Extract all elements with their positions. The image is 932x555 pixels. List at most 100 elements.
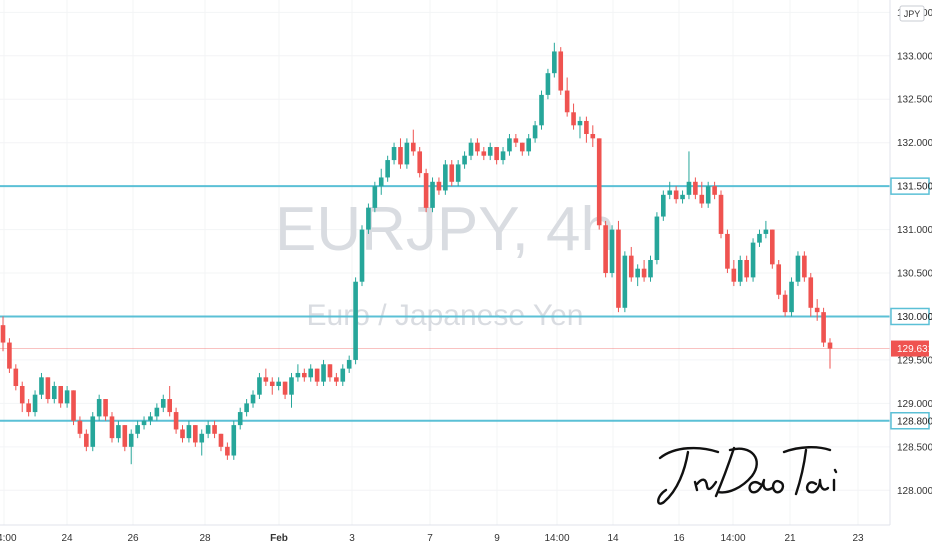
candle xyxy=(564,77,570,117)
candle xyxy=(398,138,403,169)
candle xyxy=(13,364,19,391)
candle-body xyxy=(122,425,128,447)
x-tick-label: 7 xyxy=(427,533,433,544)
candle xyxy=(58,386,64,408)
candle xyxy=(648,255,653,282)
candle-body xyxy=(327,364,333,378)
candle xyxy=(827,338,833,369)
candle-body xyxy=(250,394,256,404)
candle xyxy=(571,103,576,130)
candle xyxy=(757,229,762,247)
candle-body xyxy=(51,386,57,400)
candle-body xyxy=(564,90,570,113)
candle xyxy=(526,134,531,156)
candle xyxy=(481,147,487,161)
candle xyxy=(404,138,410,169)
candle-body xyxy=(686,181,692,195)
candle-body xyxy=(750,242,756,278)
candle-body xyxy=(372,186,378,208)
watermark-title: EURJPY, 4h xyxy=(275,195,615,264)
candle-body xyxy=(641,268,647,278)
candle-body xyxy=(609,229,615,274)
candle-body xyxy=(821,312,826,343)
candle-body xyxy=(673,190,679,200)
candle xyxy=(148,412,153,426)
candle-body xyxy=(39,377,44,395)
candle-body xyxy=(353,281,358,360)
candle xyxy=(71,390,76,426)
candle-body xyxy=(398,147,403,165)
candle xyxy=(725,229,730,274)
candle-body xyxy=(391,147,397,161)
candle-body xyxy=(468,142,474,156)
candle xyxy=(346,355,352,373)
x-tick-label: 16 xyxy=(673,533,685,544)
candle xyxy=(821,307,826,347)
candle-body xyxy=(436,181,442,191)
candle-body xyxy=(712,186,717,195)
candle-body xyxy=(808,277,814,308)
candle xyxy=(32,390,38,417)
candle xyxy=(686,151,692,200)
candle-body xyxy=(545,73,551,95)
candle-body xyxy=(481,151,487,156)
candle-body xyxy=(295,372,301,378)
candle-body xyxy=(571,112,576,126)
price-labels: 131.500 130.000 128.800 129.631 xyxy=(890,177,932,430)
candle-body xyxy=(725,233,730,269)
candle-body xyxy=(225,446,230,456)
candle-body xyxy=(302,372,307,378)
x-tick-label: 14:00 xyxy=(544,533,569,544)
candle xyxy=(173,407,179,434)
candle-body xyxy=(244,403,249,413)
candle-body xyxy=(289,377,294,395)
candle xyxy=(0,316,6,352)
candle xyxy=(654,212,660,265)
candle xyxy=(500,147,506,165)
candle xyxy=(128,429,134,465)
candle-body xyxy=(635,268,640,278)
candle xyxy=(545,68,551,100)
candle-body xyxy=(603,225,608,274)
candle-body xyxy=(596,138,602,226)
candle xyxy=(802,251,807,282)
gridlines xyxy=(0,0,890,525)
candle xyxy=(539,90,544,130)
candle xyxy=(436,177,442,195)
candle xyxy=(622,251,628,313)
current-price-tag xyxy=(891,340,929,357)
currency-badge[interactable]: JPY xyxy=(899,5,925,22)
candle-body xyxy=(584,120,589,134)
candle xyxy=(353,277,358,365)
candle xyxy=(661,190,666,221)
candle xyxy=(51,381,57,404)
candle-body xyxy=(705,186,711,204)
y-tick-label: 133.000 xyxy=(897,51,932,62)
x-axis[interactable]: 14:00 24 26 28 Feb 3 7 9 14:00 14 16 14:00 21 23 xyxy=(0,533,864,544)
candle-body xyxy=(577,120,583,126)
candle-body xyxy=(558,51,564,91)
candle-body xyxy=(308,368,314,378)
candle xyxy=(160,394,166,413)
candle-body xyxy=(590,134,596,139)
candle xyxy=(609,225,615,278)
candle-body xyxy=(231,425,237,456)
candle xyxy=(603,220,608,278)
level-price-label: 131.500 xyxy=(897,182,932,193)
candle-body xyxy=(519,142,525,152)
candle xyxy=(584,116,589,143)
candle xyxy=(487,142,493,161)
level-price-tag xyxy=(890,412,930,430)
candle xyxy=(26,399,31,417)
y-tick-label: 129.000 xyxy=(897,399,932,410)
candle-body xyxy=(552,51,557,74)
candle-body xyxy=(648,260,653,278)
candle xyxy=(673,186,679,204)
candle xyxy=(462,151,467,169)
candle-body xyxy=(282,381,288,395)
candle-body xyxy=(90,416,96,447)
candle-body xyxy=(776,264,782,295)
candle-body xyxy=(744,260,749,278)
candle-body xyxy=(321,364,326,382)
